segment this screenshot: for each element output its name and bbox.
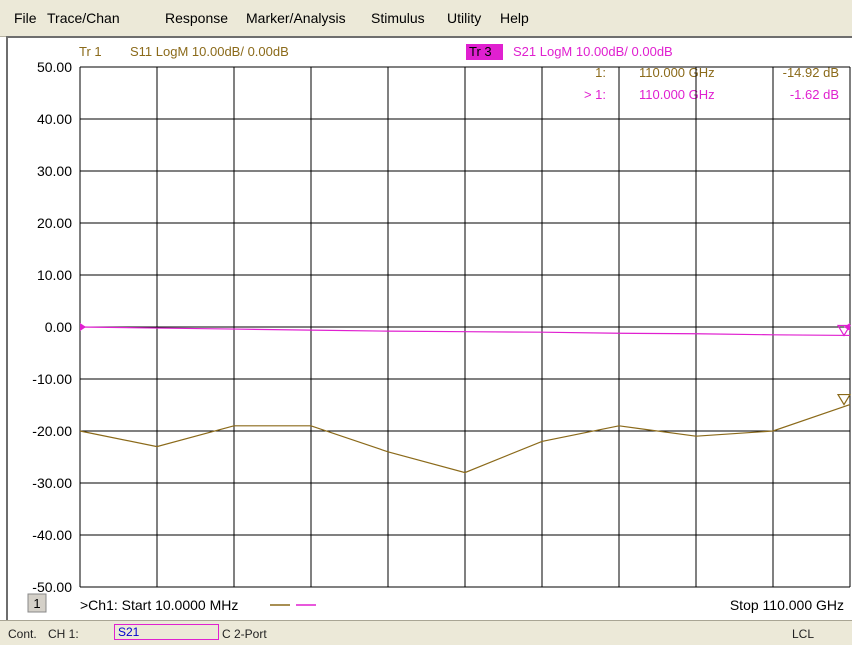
marker2-freq: 110.000 GHz [639,87,715,102]
menu-trace-chan[interactable]: Trace/Chan [47,10,120,26]
lcl-indicator: LCL [792,627,815,641]
cal-indicator: C [222,627,231,641]
y-tick-label: -50.00 [32,579,72,595]
menu-marker-analysis[interactable]: Marker/Analysis [246,10,346,26]
marker1-label: 1: [595,65,606,80]
y-tick-label: 10.00 [37,267,72,283]
trace-lines [79,323,851,474]
active-param-field[interactable]: S21 [114,624,219,640]
sweep-mode: Cont. [8,627,37,641]
y-tick-label: 40.00 [37,111,72,127]
menu-file[interactable]: File [14,10,37,26]
port-indicator: 2-Port [234,627,267,641]
marker-symbols [836,324,852,406]
marker2-label: > 1: [584,87,606,102]
plot-grid [79,66,851,588]
marker1-value: -14.92 dB [783,65,839,80]
trace1-label[interactable]: Tr 1 [79,44,102,59]
y-axis-ticks: 50.00 40.00 30.00 20.00 10.00 0.00 -10.00 -20.0… [32,59,72,595]
trace-chart: Tr 1 S11 LogM 10.00dB/ 0.00dB Tr 3 S21 L… [27,44,852,613]
channel-number: 1 [33,596,40,611]
trace1-desc: S11 LogM 10.00dB/ 0.00dB [130,44,289,59]
menu-stimulus[interactable]: Stimulus [371,10,425,26]
y-tick-label: -40.00 [32,527,72,543]
y-tick-label: 0.00 [45,319,72,335]
trace3-desc: S21 LogM 10.00dB/ 0.00dB [513,44,673,59]
y-tick-label: 30.00 [37,163,72,179]
trace3-label[interactable]: Tr 3 [469,44,492,59]
ref-arrow-left [80,323,86,331]
stop-frequency: Stop 110.000 GHz [730,597,844,613]
series-line-s11 [79,404,851,474]
start-frequency: >Ch1: Start 10.0000 MHz [80,597,238,613]
marker-triangle-s11[interactable] [836,393,852,406]
y-tick-label: -30.00 [32,475,72,491]
channel-box[interactable] [27,593,47,613]
trace3-badge[interactable] [466,44,503,60]
series-line-s21 [79,326,851,337]
y-tick-label: 50.00 [37,59,72,75]
marker-triangle-s21[interactable] [836,324,852,337]
status-bar: Cont. CH 1: S21 C 2-Port LCL [0,620,852,645]
menu-bar: File Trace/Chan Response Marker/Analysis… [0,0,852,37]
y-tick-label: -20.00 [32,423,72,439]
y-tick-label: 20.00 [37,215,72,231]
marker2-value: -1.62 dB [790,87,839,102]
menu-utility[interactable]: Utility [447,10,482,26]
menu-help[interactable]: Help [500,10,529,26]
measurement-window: Tr 1 S11 LogM 10.00dB/ 0.00dB Tr 3 S21 L… [6,36,852,620]
channel-indicator: CH 1: [48,627,79,641]
menu-response[interactable]: Response [165,10,229,26]
y-tick-label: -10.00 [32,371,72,387]
